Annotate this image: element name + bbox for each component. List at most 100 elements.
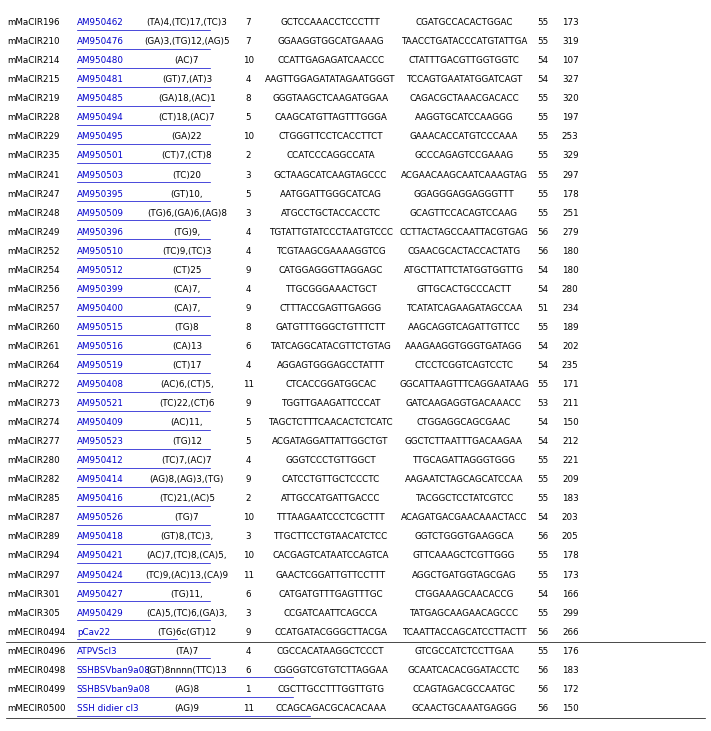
Text: SSH didier cl3: SSH didier cl3	[77, 704, 139, 713]
Text: 319: 319	[562, 37, 579, 46]
Text: 173: 173	[562, 18, 579, 27]
Text: 4: 4	[245, 247, 251, 256]
Text: TAGCTCTTTCAACACTCTCATC: TAGCTCTTTCAACACTCTCATC	[268, 418, 393, 427]
Text: TATCAGGCATACGTTCTGTAG: TATCAGGCATACGTTCTGTAG	[270, 342, 391, 351]
Text: 6: 6	[245, 342, 251, 351]
Text: TCCAGTGAATATGGATCAGT: TCCAGTGAATATGGATCAGT	[406, 75, 522, 84]
Text: 55: 55	[538, 132, 549, 142]
Text: CAAGCATGTTAGTTTGGGA: CAAGCATGTTAGTTTGGGA	[274, 113, 387, 122]
Text: GCAGTTCCACAGTCCAAG: GCAGTTCCACAGTCCAAG	[410, 208, 518, 218]
Text: AAGGTGCATCCAAGGG: AAGGTGCATCCAAGGG	[415, 113, 513, 122]
Text: (AC)7,(TC)8,(CA)5,: (AC)7,(TC)8,(CA)5,	[146, 551, 228, 561]
Text: ACAGATGACGAACAAACTACC: ACAGATGACGAACAAACTACC	[401, 513, 527, 523]
Text: TAACCTGATACCCATGTATTGA: TAACCTGATACCCATGTATTGA	[401, 37, 527, 46]
Text: 10: 10	[242, 56, 254, 65]
Text: (GT)10,: (GT)10,	[171, 189, 203, 199]
Text: (CA)5,(TC)6,(GA)3,: (CA)5,(TC)6,(GA)3,	[146, 609, 228, 618]
Text: 55: 55	[538, 37, 549, 46]
Text: (AC)7: (AC)7	[175, 56, 199, 65]
Text: 166: 166	[562, 589, 579, 599]
Text: 56: 56	[538, 247, 549, 256]
Text: 150: 150	[562, 418, 579, 427]
Text: CCATTGAGAGATCAACCC: CCATTGAGAGATCAACCC	[277, 56, 384, 65]
Text: mMaCIR256: mMaCIR256	[7, 285, 60, 294]
Text: GGCTCTTAATTTGACAAGAA: GGCTCTTAATTTGACAAGAA	[405, 437, 523, 446]
Text: 55: 55	[538, 494, 549, 504]
Text: (TC)9,(TC)3: (TC)9,(TC)3	[162, 247, 212, 256]
Text: GCTAAGCATCAAGTAGCCC: GCTAAGCATCAAGTAGCCC	[274, 170, 387, 180]
Text: 107: 107	[562, 56, 579, 65]
Text: 10: 10	[242, 132, 254, 142]
Text: ATGCCTGCTACCACCTC: ATGCCTGCTACCACCTC	[281, 208, 380, 218]
Text: mMaCIR248: mMaCIR248	[7, 208, 60, 218]
Text: 56: 56	[538, 666, 549, 675]
Text: TTGCGGGAAACTGCT: TTGCGGGAAACTGCT	[284, 285, 377, 294]
Text: mMaCIR277: mMaCIR277	[7, 437, 60, 446]
Text: mMaCIR215: mMaCIR215	[7, 75, 60, 84]
Text: CCATCCCAGGCCATA: CCATCCCAGGCCATA	[287, 151, 375, 161]
Text: 180: 180	[562, 266, 579, 275]
Text: GATCAAGAGGTGACAAACC: GATCAAGAGGTGACAAACC	[406, 399, 522, 408]
Text: GGTCTGGGTGAAGGCA: GGTCTGGGTGAAGGCA	[415, 532, 513, 542]
Text: 3: 3	[245, 609, 251, 618]
Text: mMaCIR260: mMaCIR260	[7, 323, 60, 332]
Text: 55: 55	[538, 380, 549, 389]
Text: mMECIR0496: mMECIR0496	[7, 647, 65, 656]
Text: mMaCIR249: mMaCIR249	[7, 227, 60, 237]
Text: GCCCAGAGTCCGAAAG: GCCCAGAGTCCGAAAG	[415, 151, 513, 161]
Text: (CT)7,(CT)8: (CT)7,(CT)8	[161, 151, 213, 161]
Text: AM950408: AM950408	[77, 380, 124, 389]
Text: mMaCIR294: mMaCIR294	[7, 551, 60, 561]
Text: 11: 11	[242, 380, 254, 389]
Text: (TC)21,(AC)5: (TC)21,(AC)5	[159, 494, 215, 504]
Text: (TG)12: (TG)12	[172, 437, 202, 446]
Text: (GA)3,(TG)12,(AG)5: (GA)3,(TG)12,(AG)5	[144, 37, 230, 46]
Text: (AG)8,(AG)3,(TG): (AG)8,(AG)3,(TG)	[150, 475, 224, 484]
Text: GGGTCCCTGTTGGCT: GGGTCCCTGTTGGCT	[285, 456, 376, 465]
Text: (AG)9: (AG)9	[174, 704, 200, 713]
Text: 320: 320	[562, 94, 579, 103]
Text: 8: 8	[245, 94, 251, 103]
Text: 7: 7	[245, 18, 251, 27]
Text: 54: 54	[538, 285, 549, 294]
Text: TGTATTGTATCCCTAATGTCCC: TGTATTGTATCCCTAATGTCCC	[269, 227, 392, 237]
Text: 183: 183	[562, 494, 579, 504]
Text: 176: 176	[562, 647, 579, 656]
Text: TCATATCAGAAGATAGCCAA: TCATATCAGAAGATAGCCAA	[406, 304, 522, 313]
Text: (GT)7,(AT)3: (GT)7,(AT)3	[162, 75, 212, 84]
Text: CGGGGTCGTGTCTTAGGAA: CGGGGTCGTGTCTTAGGAA	[273, 666, 388, 675]
Text: 251: 251	[562, 208, 579, 218]
Text: 197: 197	[562, 113, 579, 122]
Text: 11: 11	[242, 704, 254, 713]
Text: 55: 55	[538, 189, 549, 199]
Text: 55: 55	[538, 609, 549, 618]
Text: 8: 8	[245, 323, 251, 332]
Text: mMaCIR235: mMaCIR235	[7, 151, 60, 161]
Text: CTGGAGGCAGCGAAC: CTGGAGGCAGCGAAC	[417, 418, 511, 427]
Text: GGGTAAGCTCAAGATGGAA: GGGTAAGCTCAAGATGGAA	[272, 94, 389, 103]
Text: 55: 55	[538, 18, 549, 27]
Text: 4: 4	[245, 361, 251, 370]
Text: AAGAATCTAGCAGCATCCAA: AAGAATCTAGCAGCATCCAA	[405, 475, 523, 484]
Text: AAGTTGGAGATATAGAATGGGT: AAGTTGGAGATATAGAATGGGT	[265, 75, 396, 84]
Text: CTTTACCGAGTTGAGGG: CTTTACCGAGTTGAGGG	[279, 304, 382, 313]
Text: mMaCIR196: mMaCIR196	[7, 18, 60, 27]
Text: AM950503: AM950503	[77, 170, 124, 180]
Text: AGGAGTGGGAGCCTATTT: AGGAGTGGGAGCCTATTT	[277, 361, 385, 370]
Text: CTCCTCGGTCAGTCCTC: CTCCTCGGTCAGTCCTC	[415, 361, 513, 370]
Text: AM950424: AM950424	[77, 570, 124, 580]
Text: 54: 54	[538, 437, 549, 446]
Text: 54: 54	[538, 361, 549, 370]
Text: AM950521: AM950521	[77, 399, 124, 408]
Text: 55: 55	[538, 647, 549, 656]
Text: (CT)18,(AC)7: (CT)18,(AC)7	[159, 113, 215, 122]
Text: 54: 54	[538, 589, 549, 599]
Text: 4: 4	[245, 456, 251, 465]
Text: (CA)7,: (CA)7,	[173, 304, 201, 313]
Text: 3: 3	[245, 532, 251, 542]
Text: (GA)18,(AC)1: (GA)18,(AC)1	[158, 94, 216, 103]
Text: CATGATGTTTGAGTTTGC: CATGATGTTTGAGTTTGC	[278, 589, 383, 599]
Text: 299: 299	[562, 609, 579, 618]
Text: (TC)9,(AC)13,(CA)9: (TC)9,(AC)13,(CA)9	[146, 570, 228, 580]
Text: AM950421: AM950421	[77, 551, 124, 561]
